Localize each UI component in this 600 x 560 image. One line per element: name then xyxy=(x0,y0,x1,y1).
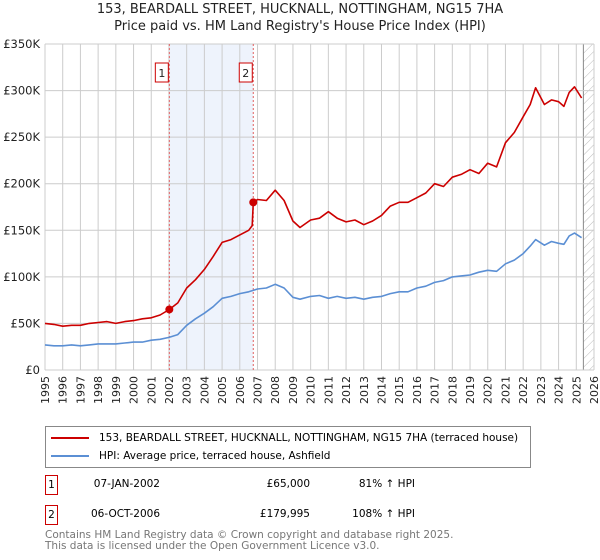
property-price-line xyxy=(44,86,583,327)
x-tick-label: 2025 xyxy=(570,376,583,404)
y-tick-label: £250K xyxy=(3,130,40,144)
x-tick-label: 2018 xyxy=(446,376,459,404)
footer-licence: This data is licensed under the Open Gov… xyxy=(45,540,380,552)
x-tick-label: 2003 xyxy=(181,376,194,404)
legend: 153, BEARDALL STREET, HUCKNALL, NOTTINGH… xyxy=(45,426,531,468)
legend-label: HPI: Average price, terraced house, Ashf… xyxy=(99,450,331,462)
x-tick-label: 1996 xyxy=(57,376,70,404)
sale-marker-label: 2 xyxy=(242,67,249,80)
legend-label: 153, BEARDALL STREET, HUCKNALL, NOTTINGH… xyxy=(99,432,519,444)
x-tick-label: 2006 xyxy=(234,376,247,404)
y-tick-label: £100K xyxy=(3,270,40,284)
sale-marker-box xyxy=(154,62,169,83)
sale-marker-label: 1 xyxy=(158,67,165,80)
transaction-hpi: 81% ↑ HPI xyxy=(358,478,415,490)
x-tick-label: 2011 xyxy=(322,376,335,404)
forecast-hatch xyxy=(583,44,594,370)
x-tick-label: 2001 xyxy=(145,376,158,404)
y-tick-label: £0 xyxy=(25,363,40,377)
legend-item-hpi: HPI: Average price, terraced house, Ashf… xyxy=(51,448,330,464)
x-tick-label: 2013 xyxy=(358,376,371,404)
transaction-number: 1 xyxy=(45,475,58,495)
x-tick-label: 2009 xyxy=(287,376,300,404)
x-tick-label: 2020 xyxy=(482,376,495,404)
x-tick-label: 2026 xyxy=(588,376,600,404)
x-tick-label: 2022 xyxy=(517,376,530,404)
x-tick-label: 2000 xyxy=(128,376,141,404)
x-tick-label: 2007 xyxy=(252,376,265,404)
x-tick-label: 2014 xyxy=(375,376,388,404)
footer-copyright: Contains HM Land Registry data © Crown c… xyxy=(45,529,454,541)
legend-swatch-red xyxy=(51,437,89,439)
x-tick-label: 2015 xyxy=(393,376,406,404)
x-tick-label: 2005 xyxy=(216,376,229,404)
chart-subtitle: Price paid vs. HM Land Registry's House … xyxy=(114,19,486,34)
x-tick-label: 2024 xyxy=(553,376,566,404)
x-tick-label: 2021 xyxy=(499,376,512,404)
x-tick-label: 2002 xyxy=(163,376,176,404)
transaction-price: £65,000 xyxy=(266,478,310,490)
transaction-date: 07-JAN-2002 xyxy=(93,478,160,490)
x-tick-label: 1999 xyxy=(110,376,123,404)
transaction-row: 2 06-OCT-2006 £179,995 108% ↑ HPI xyxy=(45,505,445,525)
transaction-hpi: 108% ↑ HPI xyxy=(352,508,415,520)
legend-item-property: 153, BEARDALL STREET, HUCKNALL, NOTTINGH… xyxy=(51,430,518,446)
transaction-number: 2 xyxy=(45,505,58,525)
hpi-line xyxy=(44,232,583,347)
transaction-date: 06-OCT-2006 xyxy=(91,508,160,520)
x-tick-label: 2004 xyxy=(198,376,211,404)
price-chart: 1995 1996 1997 1998 1999 2000 2001 2002 2003 2004… xyxy=(3,37,600,404)
x-tick-label: 2008 xyxy=(269,376,282,404)
x-tick-label: 2023 xyxy=(535,376,548,404)
footer: Contains HM Land Registry data © Crown c… xyxy=(45,530,453,552)
legend-swatch-blue xyxy=(51,455,89,457)
x-tick-label: 2019 xyxy=(464,376,477,404)
sale-point xyxy=(165,305,174,314)
x-tick-label: 2017 xyxy=(429,376,442,404)
x-tick-label: 1997 xyxy=(74,376,87,404)
x-tick-label: 2016 xyxy=(411,376,424,404)
x-tick-label: 1995 xyxy=(39,376,52,404)
sale-period-shade xyxy=(169,44,254,370)
y-tick-label: £200K xyxy=(3,177,40,191)
y-tick-label: £300K xyxy=(3,84,40,98)
sale-point xyxy=(249,198,258,207)
x-tick-label: 2010 xyxy=(305,376,318,404)
y-tick-label: £50K xyxy=(11,316,41,330)
y-tick-label: £350K xyxy=(3,37,40,51)
sale-marker-box xyxy=(238,62,253,83)
transaction-price: £179,995 xyxy=(259,508,310,520)
x-tick-label: 1998 xyxy=(92,376,105,404)
y-tick-label: £150K xyxy=(3,223,40,237)
chart-title: 153, BEARDALL STREET, HUCKNALL, NOTTINGH… xyxy=(96,2,504,17)
transaction-row: 1 07-JAN-2002 £65,000 81% ↑ HPI xyxy=(45,475,445,495)
x-tick-label: 2012 xyxy=(340,376,353,404)
